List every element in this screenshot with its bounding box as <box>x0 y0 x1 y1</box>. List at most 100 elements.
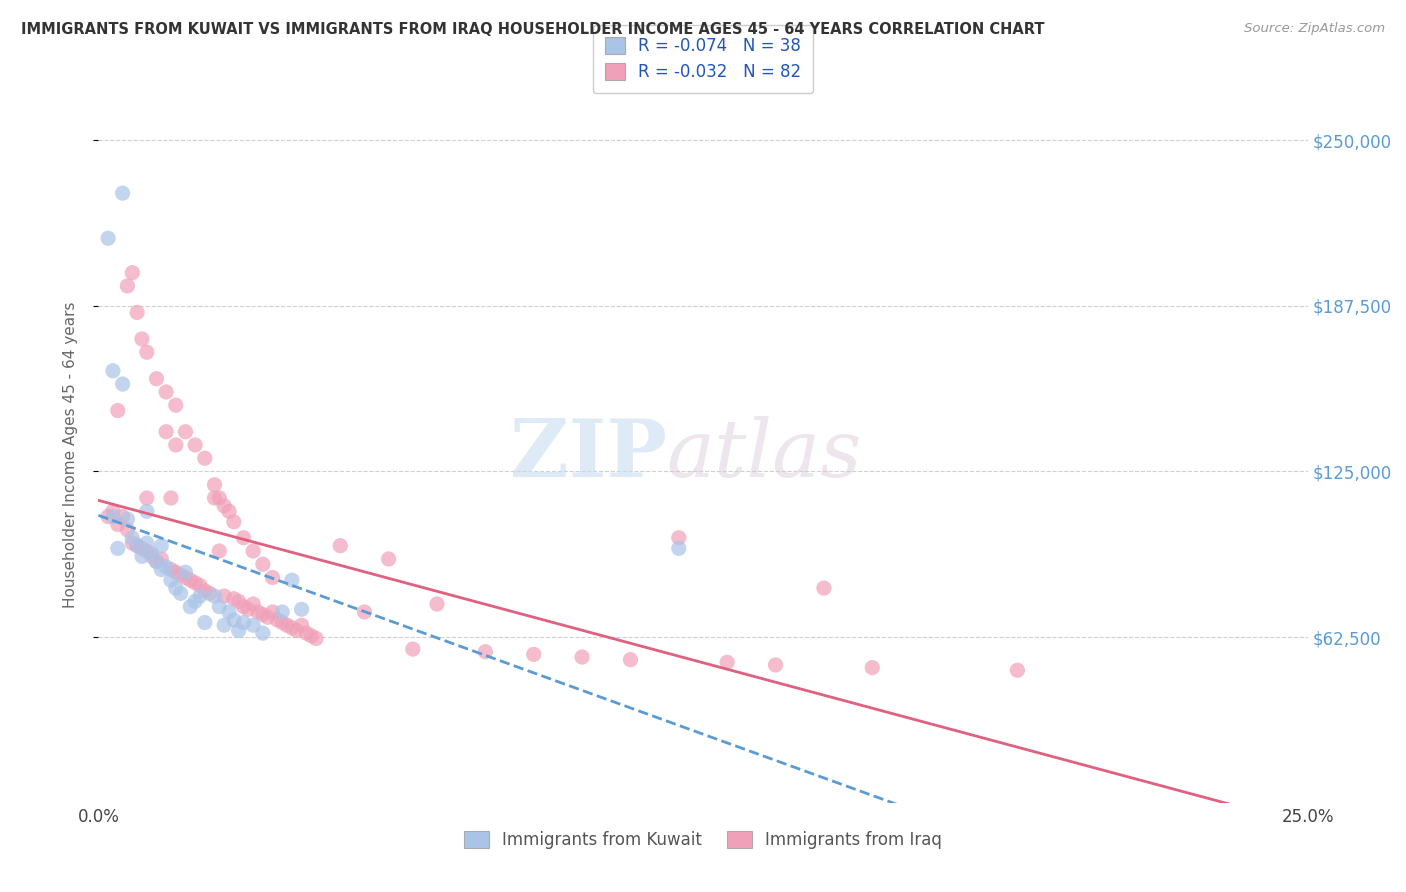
Text: atlas: atlas <box>666 417 862 493</box>
Point <box>165 565 187 579</box>
Point <box>155 384 177 399</box>
Point <box>107 403 129 417</box>
Point <box>121 536 143 550</box>
Point <box>111 377 134 392</box>
Point <box>474 645 496 659</box>
Point <box>668 541 690 556</box>
Point <box>107 517 129 532</box>
Point <box>127 539 149 553</box>
Point <box>111 509 134 524</box>
Point <box>145 372 167 386</box>
Point <box>121 266 143 280</box>
Point <box>353 605 375 619</box>
Point <box>174 425 197 439</box>
Point <box>252 626 274 640</box>
Point <box>290 618 312 632</box>
Point <box>860 660 883 674</box>
Point <box>218 605 240 619</box>
Point <box>242 618 264 632</box>
Point <box>131 541 153 556</box>
Point <box>252 558 274 572</box>
Point <box>179 573 201 587</box>
Point <box>285 624 308 638</box>
Point <box>150 539 173 553</box>
Point <box>169 567 191 582</box>
Point <box>141 549 163 564</box>
Point <box>160 491 183 505</box>
Point <box>117 523 139 537</box>
Point <box>150 552 173 566</box>
Point <box>169 586 191 600</box>
Point <box>184 594 207 608</box>
Point <box>208 491 231 505</box>
Point <box>165 438 187 452</box>
Point <box>165 581 187 595</box>
Point <box>194 615 217 630</box>
Point <box>165 398 187 412</box>
Y-axis label: Householder Income Ages 45 - 64 years: Householder Income Ages 45 - 64 years <box>63 301 77 608</box>
Point <box>222 591 245 606</box>
Point <box>198 586 221 600</box>
Point <box>131 549 153 564</box>
Point <box>295 626 318 640</box>
Point <box>262 570 284 584</box>
Point <box>155 425 177 439</box>
Point <box>716 656 738 670</box>
Point <box>232 615 254 630</box>
Point <box>194 451 217 466</box>
Point <box>135 536 157 550</box>
Point <box>179 599 201 614</box>
Point <box>204 477 226 491</box>
Point <box>426 597 449 611</box>
Text: ZIP: ZIP <box>510 416 666 494</box>
Point <box>228 594 250 608</box>
Point <box>247 605 270 619</box>
Point <box>141 547 163 561</box>
Point <box>271 605 294 619</box>
Point <box>174 570 197 584</box>
Point <box>242 544 264 558</box>
Point <box>271 615 294 630</box>
Point <box>290 602 312 616</box>
Point <box>1007 663 1029 677</box>
Point <box>194 583 217 598</box>
Point <box>232 599 254 614</box>
Point <box>135 544 157 558</box>
Point <box>619 653 641 667</box>
Legend: Immigrants from Kuwait, Immigrants from Iraq: Immigrants from Kuwait, Immigrants from … <box>456 822 950 857</box>
Point <box>97 509 120 524</box>
Point <box>523 648 546 662</box>
Point <box>184 575 207 590</box>
Point <box>281 621 304 635</box>
Text: IMMIGRANTS FROM KUWAIT VS IMMIGRANTS FROM IRAQ HOUSEHOLDER INCOME AGES 45 - 64 Y: IMMIGRANTS FROM KUWAIT VS IMMIGRANTS FRO… <box>21 22 1045 37</box>
Point <box>117 512 139 526</box>
Point <box>305 632 328 646</box>
Point <box>160 573 183 587</box>
Point <box>127 305 149 319</box>
Point <box>111 186 134 201</box>
Point <box>204 491 226 505</box>
Point <box>329 539 352 553</box>
Point <box>208 599 231 614</box>
Point <box>208 544 231 558</box>
Point <box>155 560 177 574</box>
Point <box>222 613 245 627</box>
Point <box>377 552 399 566</box>
Point <box>813 581 835 595</box>
Point <box>212 618 235 632</box>
Point <box>117 279 139 293</box>
Point <box>262 605 284 619</box>
Point <box>204 589 226 603</box>
Point <box>135 504 157 518</box>
Point <box>266 613 288 627</box>
Point <box>668 531 690 545</box>
Point <box>184 438 207 452</box>
Point <box>252 607 274 622</box>
Point <box>228 624 250 638</box>
Point <box>256 610 278 624</box>
Point <box>402 642 425 657</box>
Point <box>101 509 124 524</box>
Point <box>765 657 787 672</box>
Point <box>145 555 167 569</box>
Point <box>145 555 167 569</box>
